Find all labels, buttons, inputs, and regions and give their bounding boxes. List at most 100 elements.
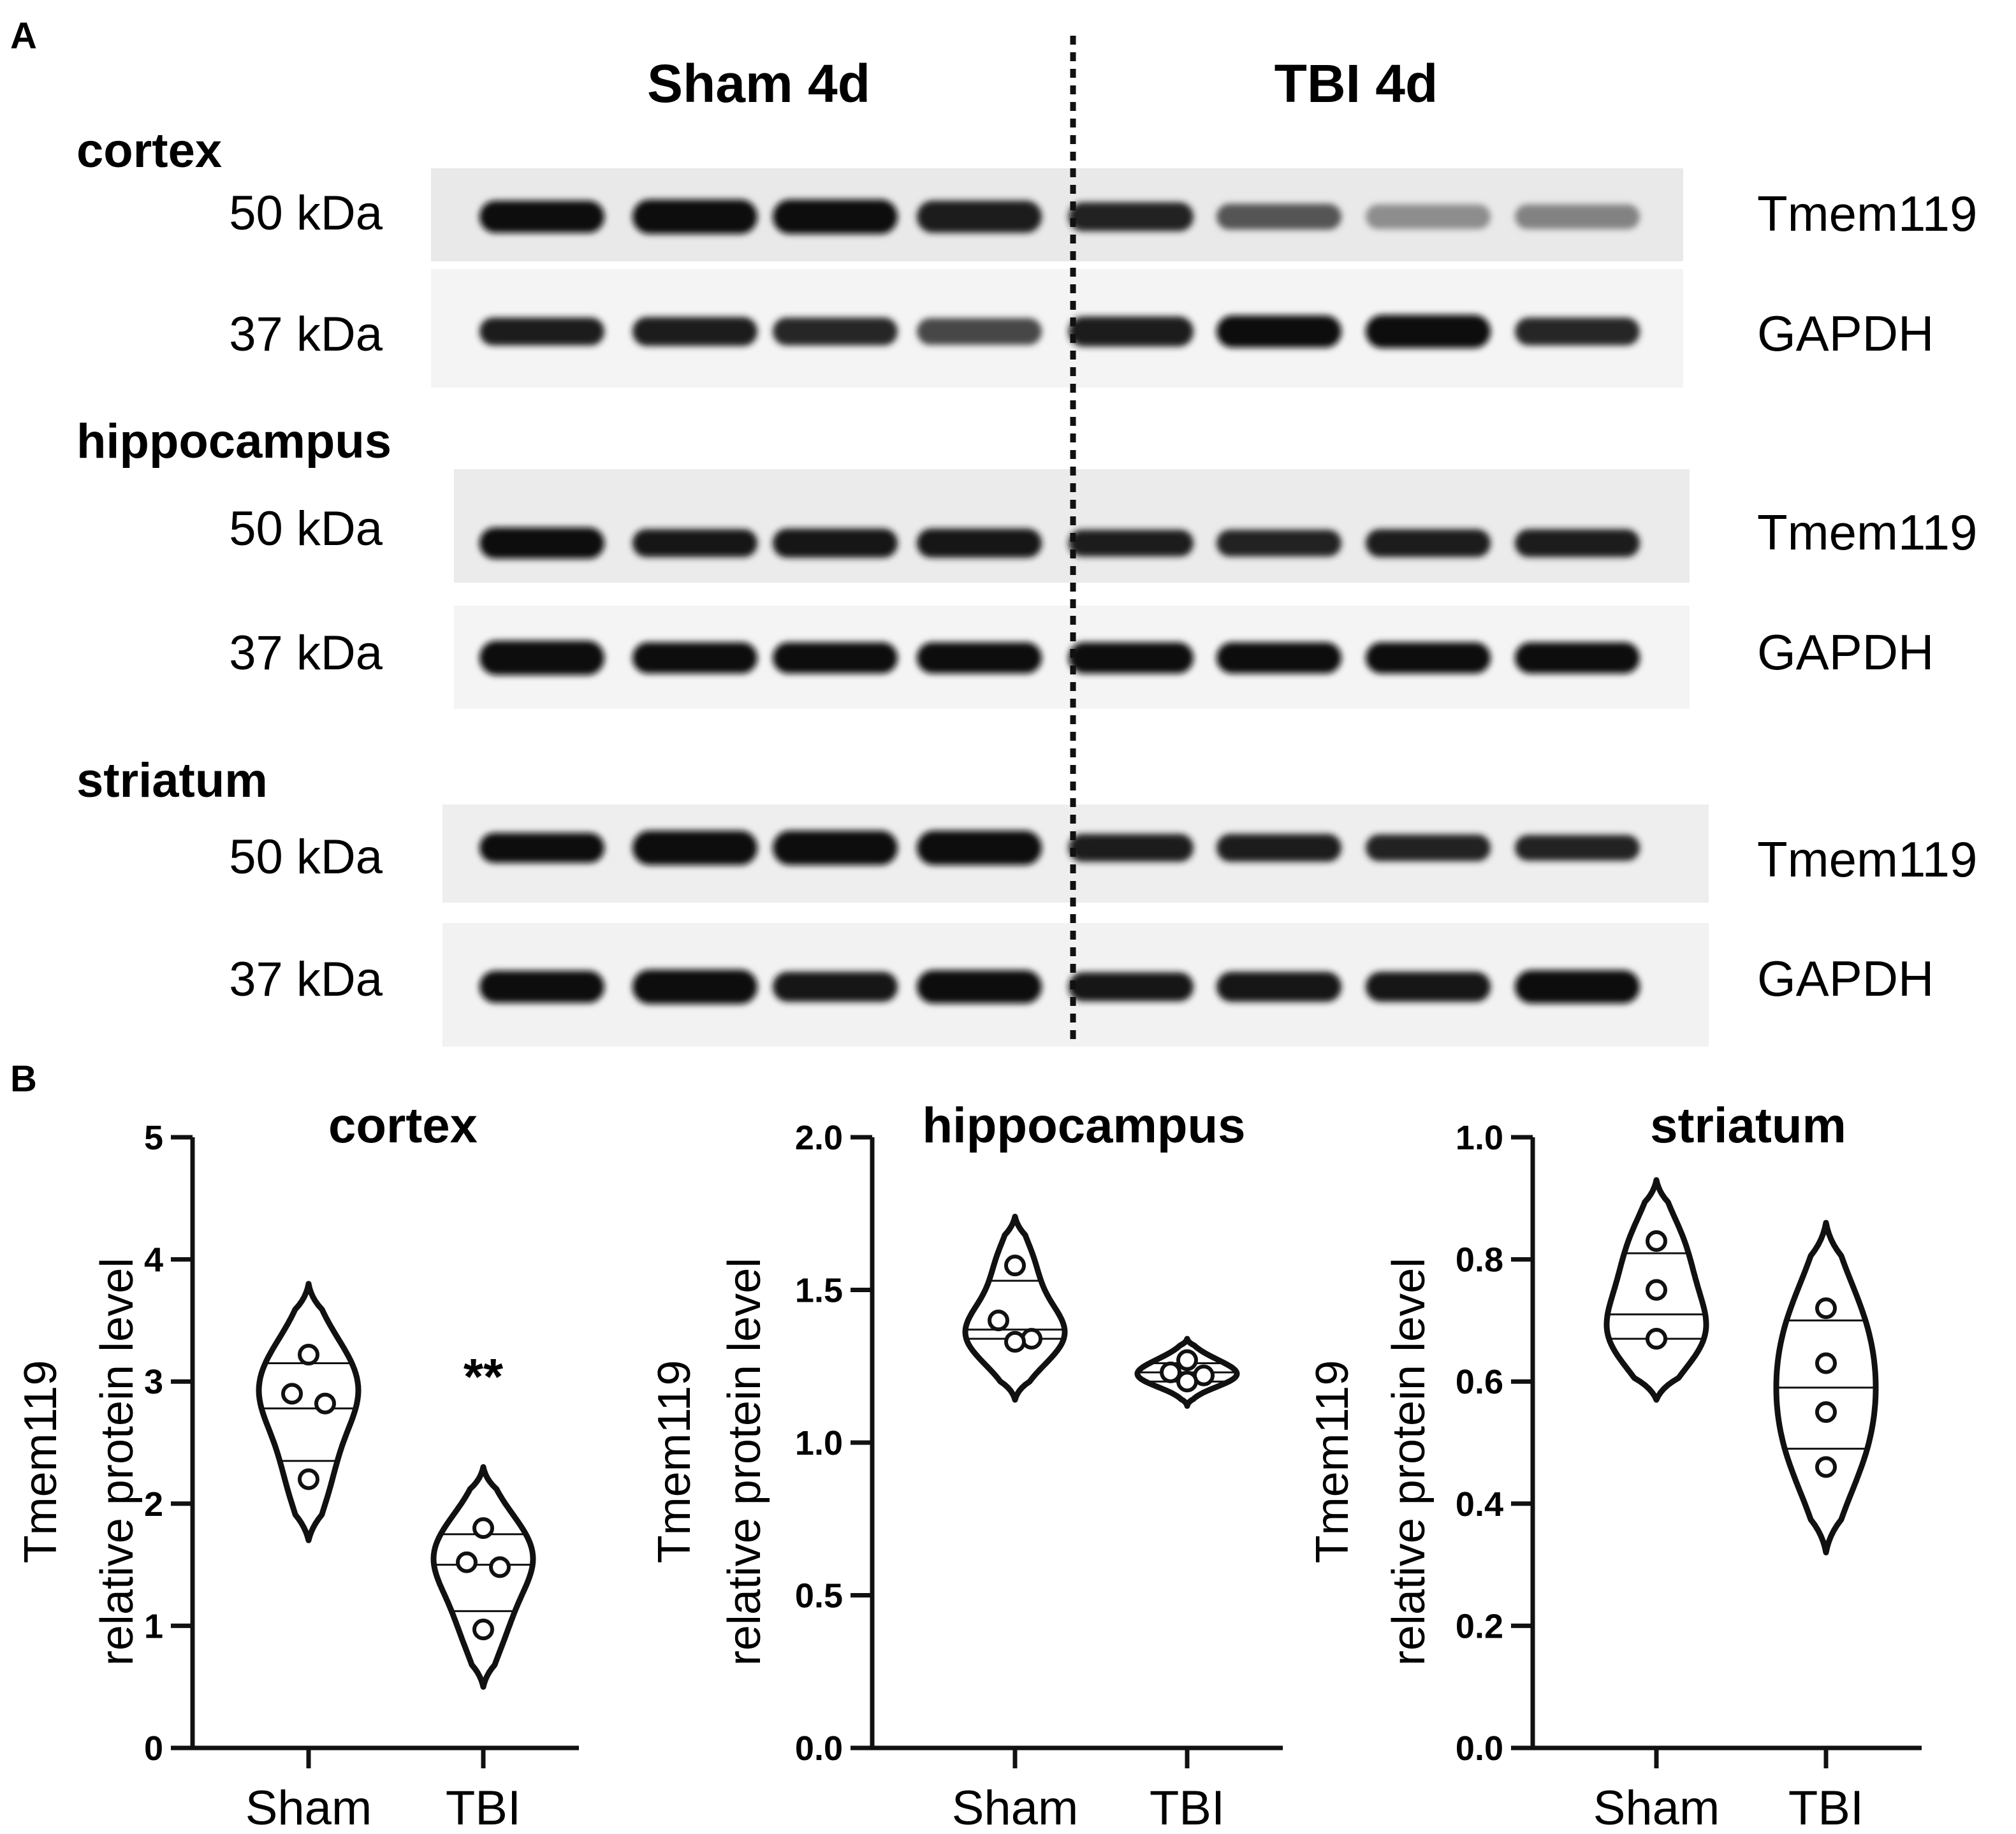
protein-label-tmem119: Tmem119 (1757, 831, 1977, 887)
blot-band (1515, 317, 1640, 346)
y-tick-label: 1.0 (795, 1424, 843, 1462)
kda-label: 50 kDa (229, 830, 383, 884)
blot-band (479, 641, 604, 675)
blot-band (479, 970, 604, 1003)
blot-band (1216, 529, 1341, 557)
violin-shape-TBI (1773, 1219, 1879, 1555)
data-point (489, 1556, 511, 1578)
violin-chart-cortex: cortex 0 1 2 3 4 5 Sham TBI Tmem119 relative prote… (15, 1097, 579, 1834)
data-point (472, 1619, 494, 1641)
blot-band (1216, 972, 1341, 1002)
x-tick-label: Sham (245, 1781, 372, 1834)
group-label-sham: Sham 4d (647, 54, 870, 113)
blot-band (773, 642, 898, 674)
y-axis-title: Tmem119 (15, 1360, 66, 1564)
data-point (1815, 1401, 1837, 1423)
data-point (1646, 1328, 1667, 1350)
blot-band (1069, 529, 1194, 557)
blot-band (1216, 834, 1341, 862)
blot-band (632, 529, 757, 557)
y-tick-label: 1 (144, 1607, 163, 1645)
blot-band (1069, 316, 1194, 347)
violin-chart-striatum: striatum 0.0 0.2 0.4 0.6 0.8 1.0 Sham TBI Tmem119… (1307, 1097, 1922, 1834)
chart-title: cortex (328, 1097, 478, 1153)
data-point (1815, 1297, 1837, 1320)
blot-strip (431, 269, 1683, 388)
blot-band (917, 642, 1042, 674)
blot-band (1366, 642, 1491, 674)
y-tick-label: 0.0 (1456, 1729, 1503, 1768)
blot-band (1515, 204, 1640, 229)
y-tick-label: 0.6 (1456, 1363, 1503, 1401)
y-tick-label: 0 (144, 1729, 163, 1768)
blot-band (773, 831, 898, 865)
violin-charts: cortex 0 1 2 3 4 5 Sham TBI Tmem119 relative prote… (15, 1097, 1922, 1834)
blot-band (1515, 970, 1640, 1004)
blot-band (917, 970, 1042, 1004)
y-tick-label: 0.2 (1456, 1607, 1503, 1645)
y-axis-title: Tmem119 (649, 1360, 700, 1564)
significance-label: ** (464, 1348, 504, 1405)
blot-band (1069, 642, 1194, 674)
blot-band (917, 528, 1042, 558)
y-axis-title: relative protein level (92, 1258, 143, 1666)
data-point (1004, 1255, 1026, 1277)
chart-title: hippocampus (922, 1097, 1245, 1153)
violin-shape-TBI (430, 1464, 536, 1690)
violin-shape-Sham (256, 1281, 362, 1543)
blot-band (1216, 642, 1341, 674)
data-point (298, 1468, 319, 1490)
data-point (1176, 1371, 1198, 1393)
blot-band (1069, 202, 1194, 231)
protein-label-tmem119: Tmem119 (1757, 186, 1977, 242)
y-axis-title: relative protein level (1384, 1258, 1435, 1666)
chart-title: striatum (1650, 1097, 1846, 1153)
blot-band (1366, 204, 1491, 229)
data-point (1815, 1456, 1837, 1478)
x-tick-label: Sham (1593, 1781, 1720, 1834)
protein-label-tmem119: Tmem119 (1757, 504, 1977, 560)
region-label-cortex: cortex (77, 124, 222, 178)
data-point (1004, 1330, 1026, 1353)
x-tick-label: Sham (952, 1781, 1079, 1834)
blot-band (1515, 834, 1640, 861)
group-label-tbi: TBI 4d (1275, 54, 1438, 113)
blot-band (1366, 834, 1491, 862)
blot-band (1216, 315, 1341, 348)
blot-band (1515, 529, 1640, 557)
kda-label: 50 kDa (229, 502, 383, 556)
y-axis-title: Tmem119 (1307, 1360, 1358, 1564)
blot-band (1366, 529, 1491, 557)
blot-band (1515, 642, 1640, 674)
data-point (1160, 1361, 1181, 1383)
kda-label: 37 kDa (229, 626, 383, 680)
y-tick-label: 0.8 (1456, 1241, 1503, 1279)
x-tick-label: TBI (1150, 1781, 1225, 1834)
blot-band (917, 317, 1042, 346)
blot-band (479, 317, 604, 346)
data-point (1176, 1349, 1198, 1371)
blot-band (1069, 834, 1194, 862)
data-point (298, 1344, 319, 1366)
blot-band (479, 527, 604, 559)
y-tick-label: 4 (144, 1241, 163, 1279)
blot-band (1366, 314, 1491, 349)
blot-band (1366, 972, 1491, 1002)
blot-band (632, 831, 757, 865)
data-point (281, 1383, 303, 1405)
y-tick-label: 2 (144, 1485, 163, 1524)
region-label-striatum: striatum (77, 753, 268, 808)
violin-shape-Sham (1603, 1177, 1709, 1403)
violin-shape-TBI (1134, 1335, 1240, 1409)
violin-chart-hippocampus: hippocampus 0.0 0.5 1.0 1.5 2.0 Sham TBI Tmem119… (649, 1097, 1283, 1834)
y-tick-label: 0.4 (1456, 1485, 1503, 1524)
blot-band (773, 317, 898, 346)
data-point (456, 1551, 478, 1573)
kda-label: 50 kDa (229, 186, 383, 240)
y-tick-label: 3 (144, 1363, 163, 1401)
kda-label: 37 kDa (229, 952, 383, 1007)
y-tick-label: 0.5 (795, 1577, 843, 1615)
western-blot-panel: A Sham 4d TBI 4d cortex hippocampus stri… (10, 15, 1977, 1047)
region-label-hippocampus: hippocampus (77, 414, 391, 469)
blot-band (773, 200, 898, 234)
